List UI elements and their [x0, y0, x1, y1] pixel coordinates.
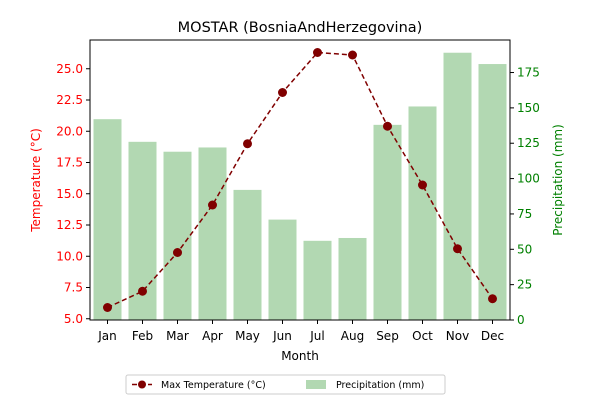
- y-left-tick-label: 20.0: [56, 124, 83, 138]
- temperature-point-oct: [418, 180, 427, 190]
- temperature-point-aug: [348, 50, 357, 60]
- chart-title: MOSTAR (BosniaAndHerzegovina): [178, 20, 423, 36]
- legend-box: [125, 374, 446, 395]
- x-tick-label-apr: Apr: [202, 329, 223, 343]
- y-left-tick-label: 5.0: [64, 312, 83, 326]
- temperature-point-apr: [208, 200, 217, 210]
- y-left-tick-label: 15.0: [56, 187, 83, 201]
- y-right-tick-label: 150: [517, 101, 540, 115]
- x-tick-label-jan: Jan: [97, 329, 117, 343]
- temperature-point-dec: [488, 294, 497, 304]
- y-left-tick-label: 12.5: [56, 218, 83, 232]
- precip-bar-aug: [338, 237, 367, 320]
- precip-bar-jan: [93, 119, 122, 320]
- precip-bar-may: [233, 189, 262, 320]
- x-tick-label-jun: Jun: [272, 329, 292, 343]
- y-right-tick-label: 75: [517, 207, 532, 221]
- precip-bar-apr: [198, 147, 227, 320]
- temperature-point-feb: [138, 286, 147, 296]
- legend-bar-swatch: [306, 380, 326, 389]
- y-left-tick-label: 10.0: [56, 249, 83, 263]
- precip-bar-jun: [268, 219, 297, 320]
- temperature-point-sep: [383, 121, 392, 131]
- y-right-tick-label: 175: [517, 66, 540, 80]
- x-tick-label-oct: Oct: [412, 329, 433, 343]
- temperature-point-jan: [103, 303, 112, 312]
- y-axis-right-label: Precipitation (mm): [551, 124, 565, 236]
- y-axis-left-label: Temperature (°C): [29, 128, 43, 233]
- precip-bar-jul: [303, 240, 332, 320]
- precip-bar-mar: [163, 151, 192, 320]
- temperature-point-jul: [313, 48, 322, 57]
- x-tick-label-may: May: [235, 329, 260, 343]
- plot-frame: [89, 39, 511, 321]
- x-tick-label-dec: Dec: [481, 329, 504, 343]
- x-tick-label-mar: Mar: [166, 329, 189, 343]
- legend-marker-swatch: [138, 380, 146, 389]
- x-tick-label-nov: Nov: [446, 329, 469, 343]
- y-left-tick-label: 17.5: [56, 156, 83, 170]
- y-right-tick-label: 25: [517, 278, 532, 292]
- temperature-line: [107, 51, 494, 309]
- precip-bar-oct: [408, 106, 437, 320]
- legend-label-precipitation: Precipitation (mm): [336, 380, 424, 391]
- y-left-tick-label: 25.0: [56, 62, 83, 76]
- precip-bar-nov: [443, 52, 472, 321]
- temperature-point-jun: [278, 88, 287, 97]
- plot-area: Jan Feb Mar Apr May Jun Jul Aug Sep Oct Nov Dec 5.0 7…: [56, 39, 540, 343]
- x-tick-label-sep: Sep: [376, 329, 399, 343]
- y-right-tick-label: 0: [517, 313, 525, 327]
- x-tick-label-aug: Aug: [341, 329, 364, 343]
- y-right-tick-label: 100: [517, 172, 540, 186]
- legend: Max Temperature (°C) Precipitation (mm): [125, 374, 446, 395]
- y-left-tick-label: 22.5: [56, 93, 83, 107]
- temperature-point-may: [243, 139, 252, 149]
- precip-bar-sep: [373, 124, 402, 321]
- y-left-tick-label: 7.5: [64, 281, 83, 295]
- y-right-tick-label: 50: [517, 242, 532, 256]
- precip-bar-dec: [478, 64, 507, 320]
- y-right-tick-label: 125: [517, 136, 540, 150]
- temperature-point-nov: [453, 244, 462, 254]
- x-tick-label-feb: Feb: [132, 329, 153, 343]
- x-tick-label-jul: Jul: [309, 329, 324, 343]
- x-axis-label: Month: [281, 349, 319, 363]
- legend-label-temperature: Max Temperature (°C): [161, 380, 266, 391]
- temperature-point-mar: [173, 248, 182, 257]
